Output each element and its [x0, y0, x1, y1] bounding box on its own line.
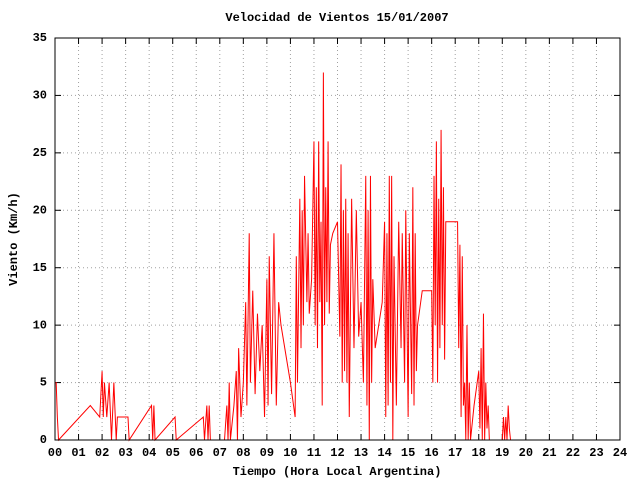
x-tick-label: 23: [589, 446, 603, 460]
x-tick-label: 13: [354, 446, 368, 460]
y-tick-label: 0: [40, 433, 47, 447]
wind-line: [55, 72, 512, 442]
x-tick-label: 20: [519, 446, 533, 460]
x-tick-label: 03: [118, 446, 132, 460]
x-tick-label: 10: [283, 446, 297, 460]
x-tick-label: 17: [448, 446, 462, 460]
y-tick-label: 30: [33, 89, 47, 103]
x-axis-label: Tiempo (Hora Local Argentina): [233, 465, 442, 479]
y-tick-label: 10: [33, 318, 47, 332]
x-tick-label: 06: [189, 446, 203, 460]
x-tick-label: 05: [166, 446, 180, 460]
x-tick-label: 09: [260, 446, 274, 460]
x-tick-label: 08: [236, 446, 250, 460]
y-tick-label: 35: [33, 31, 47, 45]
x-tick-label: 01: [71, 446, 85, 460]
y-tick-label: 5: [40, 376, 47, 390]
x-tick-label: 07: [213, 446, 227, 460]
x-tick-label: 04: [142, 446, 156, 460]
chart-title: Velocidad de Vientos 15/01/2007: [225, 11, 448, 25]
x-tick-label: 16: [424, 446, 438, 460]
x-tick-label: 14: [377, 446, 391, 460]
x-tick-label: 21: [542, 446, 556, 460]
x-tick-label: 22: [566, 446, 580, 460]
x-tick-label: 12: [330, 446, 344, 460]
y-tick-label: 25: [33, 146, 47, 160]
y-tick-label: 20: [33, 203, 47, 217]
y-tick-label: 15: [33, 261, 47, 275]
x-tick-label: 11: [307, 446, 321, 460]
plot-border: [54, 37, 621, 441]
x-tick-label: 15: [401, 446, 415, 460]
x-tick-label: 00: [48, 446, 62, 460]
y-axis-label: Viento (Km/h): [7, 192, 21, 286]
x-tick-label: 24: [613, 446, 627, 460]
x-tick-label: 19: [495, 446, 509, 460]
x-tick-label: 02: [95, 446, 109, 460]
x-tick-label: 18: [472, 446, 486, 460]
